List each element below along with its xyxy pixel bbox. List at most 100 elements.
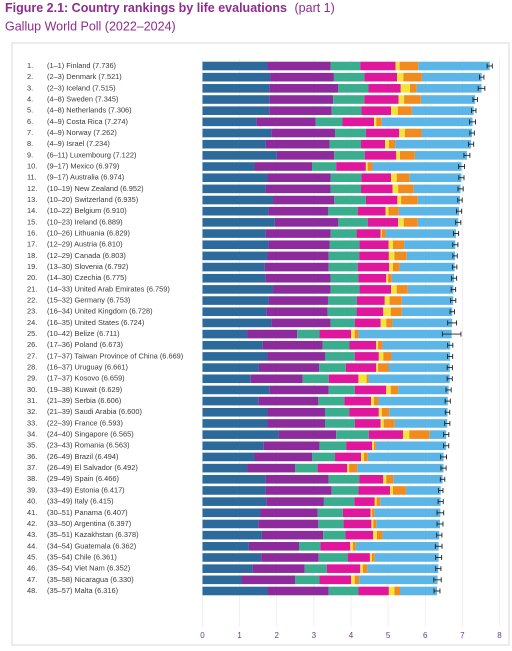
bar-segment	[202, 173, 268, 182]
bar-segment	[374, 553, 439, 562]
bar-segment	[258, 519, 319, 529]
bar-segment	[267, 586, 329, 596]
bar-segment	[261, 530, 324, 540]
category-label: (4–8) Netherlands (7.306)	[47, 106, 132, 115]
bar-segment	[325, 407, 350, 417]
bar-segment	[378, 407, 382, 417]
error-bar	[443, 432, 450, 438]
bar-segment	[361, 106, 392, 115]
bar-segment	[370, 508, 372, 518]
rank-label: 24.	[27, 318, 37, 327]
rank-label: 32.	[27, 407, 37, 416]
bar-segment	[376, 530, 383, 540]
bar-segment	[202, 575, 242, 585]
error-bar	[450, 286, 457, 292]
bar-segment	[264, 262, 329, 272]
bar-segment	[267, 407, 326, 417]
bar-segment	[421, 128, 473, 138]
bar-segment	[386, 273, 389, 283]
error-bar	[469, 130, 475, 136]
bar-segment	[202, 106, 270, 115]
bar-segment	[354, 575, 360, 585]
bar-segment	[380, 229, 382, 238]
error-bar	[433, 588, 441, 594]
bar-segment	[358, 374, 367, 384]
bar-segment	[401, 307, 453, 317]
bar-segment	[374, 441, 376, 451]
category-label: (19–38) Kuwait (6.629)	[47, 385, 122, 394]
rank-label: 38.	[27, 474, 37, 483]
bar-segment	[202, 363, 259, 372]
error-bar	[451, 264, 458, 270]
bar-segment	[351, 575, 355, 585]
error-bar	[433, 577, 442, 583]
category-label: (22–39) France (6.593)	[47, 418, 123, 427]
bar-segment	[328, 251, 360, 261]
bar-segment	[202, 84, 270, 93]
category-label: (2–3) Denmark (7.521)	[47, 72, 122, 81]
bar-segment	[374, 508, 441, 518]
rank-label: 9.	[27, 150, 33, 159]
error-bar	[486, 63, 493, 69]
bar-segment	[333, 95, 365, 104]
bar-segment	[330, 173, 362, 182]
rank-label: 39.	[27, 485, 37, 494]
bar-segment	[371, 553, 375, 562]
bar-segment	[364, 95, 399, 104]
error-bar	[457, 197, 463, 203]
bar-segment	[328, 374, 359, 384]
error-bar	[440, 465, 447, 471]
bar-segment	[388, 586, 395, 596]
bar-segment	[265, 486, 332, 495]
bar-segment	[263, 441, 320, 451]
error-bar	[436, 532, 443, 538]
bar-segment	[202, 329, 248, 339]
chart-title-suffix: (part 1)	[295, 1, 335, 15]
bar-segment	[330, 318, 355, 328]
bar-segment	[202, 229, 266, 238]
bar-segment	[396, 285, 408, 294]
bar-segment	[376, 363, 379, 372]
error-bar	[449, 309, 455, 315]
bar-segment	[342, 508, 371, 518]
bar-segment	[359, 575, 438, 585]
bar-segment	[267, 251, 329, 261]
bar-segment	[319, 441, 347, 451]
bar-segment	[392, 486, 406, 495]
bar-segment	[383, 352, 392, 361]
category-label: (33–50) Argentina (6.397)	[47, 519, 131, 528]
error-bar	[446, 365, 453, 371]
bar-segment	[247, 463, 296, 473]
rank-label: 44.	[27, 541, 37, 550]
bar-segment	[328, 586, 359, 596]
bar-segment	[393, 474, 443, 484]
bar-segment	[315, 117, 343, 127]
bar-segment	[265, 229, 331, 238]
bar-segment	[371, 519, 374, 529]
bar-segment	[372, 162, 462, 171]
rank-label: 10.	[27, 161, 37, 170]
bar-segment	[355, 542, 439, 551]
error-bar	[458, 175, 465, 181]
bar-segment	[269, 84, 339, 93]
bar-segment	[367, 218, 399, 227]
category-label: (12–29) Austria (6.810)	[47, 240, 123, 249]
bar-segment	[399, 128, 405, 138]
bar-segment	[399, 61, 419, 71]
bar-segment	[391, 285, 397, 294]
bar-segment	[247, 329, 298, 339]
category-label: (10–22) Belgium (6.910)	[47, 206, 127, 215]
bar-segment	[372, 441, 375, 451]
bar-segment	[202, 72, 271, 82]
bar-segment	[323, 497, 355, 506]
rank-label: 17.	[27, 240, 37, 249]
bar-segment	[202, 530, 262, 540]
category-label: (29–49) Spain (6.466)	[47, 474, 119, 483]
error-bar	[455, 208, 463, 214]
bar-segment	[322, 340, 350, 350]
x-tick-label: 8	[497, 631, 502, 640]
rank-label: 6.	[27, 117, 33, 126]
bar-segment	[376, 340, 379, 350]
bar-segment	[202, 508, 261, 518]
bar-segment	[397, 195, 402, 205]
